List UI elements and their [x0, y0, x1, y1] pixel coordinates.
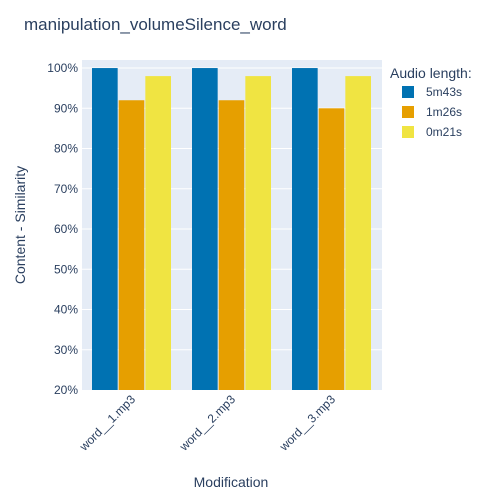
x-tick-label: word__1.mp3 — [76, 392, 138, 454]
y-tick-label: 40% — [54, 303, 78, 317]
legend-title: Audio length: — [390, 65, 472, 81]
bar-1m26s-2 — [219, 100, 245, 390]
bar-1m26s-3 — [319, 108, 345, 390]
legend-swatch — [402, 126, 414, 138]
x-tick-label: word__3.mp3 — [276, 392, 338, 454]
y-axis-ticks: 20% 30% 40% 50% 60% 70% 80% 90% 100% — [47, 61, 78, 397]
legend-item-label: 0m21s — [426, 125, 462, 139]
x-axis-label: Modification — [194, 474, 269, 490]
y-tick-label: 100% — [47, 61, 78, 75]
y-tick-label: 30% — [54, 343, 78, 357]
bar-0m21s-1 — [145, 76, 171, 390]
y-tick-label: 50% — [54, 262, 78, 276]
legend-swatch — [402, 106, 414, 118]
bar-5m43s-1 — [92, 68, 118, 390]
bar-0m21s-2 — [245, 76, 271, 390]
chart-title: manipulation_volumeSilence_word — [24, 15, 287, 34]
bar-5m43s-2 — [192, 68, 218, 390]
legend-item-label: 1m26s — [426, 105, 462, 119]
bar-1m26s-1 — [119, 100, 145, 390]
bars — [92, 68, 371, 390]
bar-0m21s-3 — [345, 76, 371, 390]
y-axis-label: Content - Similarity — [12, 166, 28, 284]
y-tick-label: 70% — [54, 182, 78, 196]
legend: Audio length: 5m43s 1m26s 0m21s — [390, 65, 472, 139]
y-tick-label: 20% — [54, 383, 78, 397]
y-tick-label: 80% — [54, 142, 78, 156]
legend-item-label: 5m43s — [426, 85, 462, 99]
x-tick-label: word__2.mp3 — [176, 392, 238, 454]
y-tick-label: 60% — [54, 222, 78, 236]
bar-5m43s-3 — [292, 68, 318, 390]
legend-swatch — [402, 86, 414, 98]
y-tick-label: 90% — [54, 101, 78, 115]
x-axis-ticks: word__1.mp3 word__2.mp3 word__3.mp3 — [76, 392, 338, 454]
